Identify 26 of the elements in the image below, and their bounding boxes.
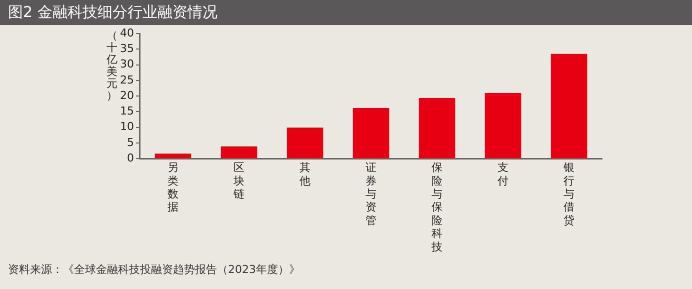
y-tick-label: 15 bbox=[120, 104, 134, 118]
text: 资料来源：《全球金融科技投融资趋势报告（2023年度）》 bbox=[8, 262, 300, 277]
x-tick-label: 证券与资管 bbox=[366, 161, 376, 227]
x-tick-label: 银行与借贷 bbox=[562, 161, 574, 227]
bar bbox=[154, 154, 192, 158]
bar bbox=[352, 108, 390, 158]
bar bbox=[418, 98, 456, 158]
bar bbox=[484, 92, 522, 158]
y-tick-label: 25 bbox=[120, 73, 134, 86]
y-tick-label: 5 bbox=[126, 136, 134, 149]
y-tick-label: 20 bbox=[120, 88, 134, 102]
y-tick-label: 30 bbox=[120, 58, 134, 71]
y-tick-label: 40 bbox=[120, 26, 134, 40]
x-tick-label: 保险与保险科技 bbox=[430, 161, 442, 254]
bar bbox=[286, 128, 324, 158]
y-tick-label: 0 bbox=[126, 151, 134, 164]
y-tick-label: 10 bbox=[120, 120, 134, 134]
x-tick-label: 支付 bbox=[498, 161, 508, 188]
chart-title: 图2 金融科技细分行业融资情况 bbox=[0, 0, 692, 25]
y-tick-label: 35 bbox=[120, 42, 134, 56]
x-tick-label: 区块链 bbox=[232, 161, 244, 200]
bar bbox=[550, 54, 588, 158]
bar bbox=[220, 146, 258, 158]
x-tick-label: 另类数据 bbox=[167, 161, 178, 214]
y-axis-title: （十亿美元） bbox=[106, 29, 118, 102]
x-tick-label: 其他 bbox=[300, 161, 310, 188]
